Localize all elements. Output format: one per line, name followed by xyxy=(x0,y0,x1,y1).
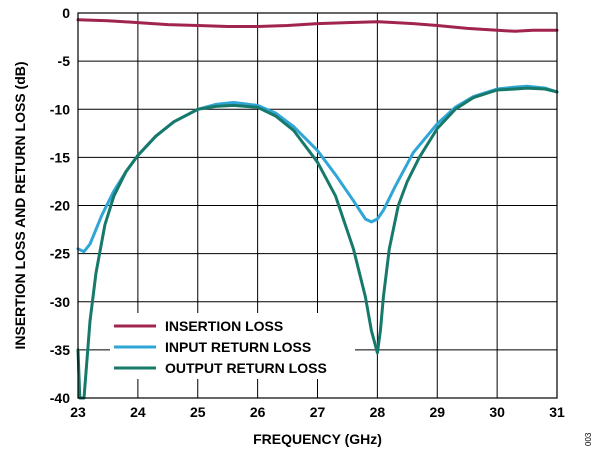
y-tick-label: -35 xyxy=(50,342,70,358)
x-tick-label: 29 xyxy=(429,404,445,420)
y-tick-label: -10 xyxy=(50,101,70,117)
legend-label-insertion-loss: INSERTION LOSS xyxy=(165,318,283,334)
series-line-output-return-loss xyxy=(76,86,559,400)
x-tick-label: 30 xyxy=(489,404,505,420)
x-tick-label: 31 xyxy=(549,404,565,420)
x-tick-label: 28 xyxy=(370,404,386,420)
y-tick-label: -25 xyxy=(50,246,70,262)
y-axis-label: INSERTION LOSS AND RETURN LOSS (dB) xyxy=(12,61,28,349)
y-tick-label: -40 xyxy=(50,390,70,406)
y-tick-label: -30 xyxy=(50,294,70,310)
legend: INSERTION LOSS INPUT RETURN LOSS OUTPUT … xyxy=(110,313,355,379)
plot-frame xyxy=(77,12,558,399)
figure-id: 003 xyxy=(584,432,593,446)
x-axis-label: FREQUENCY (GHz) xyxy=(253,431,382,447)
legend-label-input-return-loss: INPUT RETURN LOSS xyxy=(165,339,311,355)
series-lines xyxy=(76,18,559,400)
series-line-insertion-loss xyxy=(76,18,559,33)
x-tick-label: 25 xyxy=(190,404,206,420)
x-tick-labels: 23 24 25 26 27 28 29 30 31 xyxy=(70,404,565,420)
y-tick-label: -20 xyxy=(50,198,70,214)
y-tick-label: 0 xyxy=(62,5,70,21)
legend-label-output-return-loss: OUTPUT RETURN LOSS xyxy=(165,360,327,376)
x-tick-label: 23 xyxy=(70,404,86,420)
y-tick-label: -5 xyxy=(58,53,71,69)
x-tick-label: 27 xyxy=(310,404,326,420)
y-tick-label: -15 xyxy=(50,149,70,165)
y-tick-labels: 0 -5 -10 -15 -20 -25 -30 -35 -40 xyxy=(50,5,70,406)
x-tick-label: 24 xyxy=(130,404,146,420)
x-tick-label: 26 xyxy=(250,404,266,420)
